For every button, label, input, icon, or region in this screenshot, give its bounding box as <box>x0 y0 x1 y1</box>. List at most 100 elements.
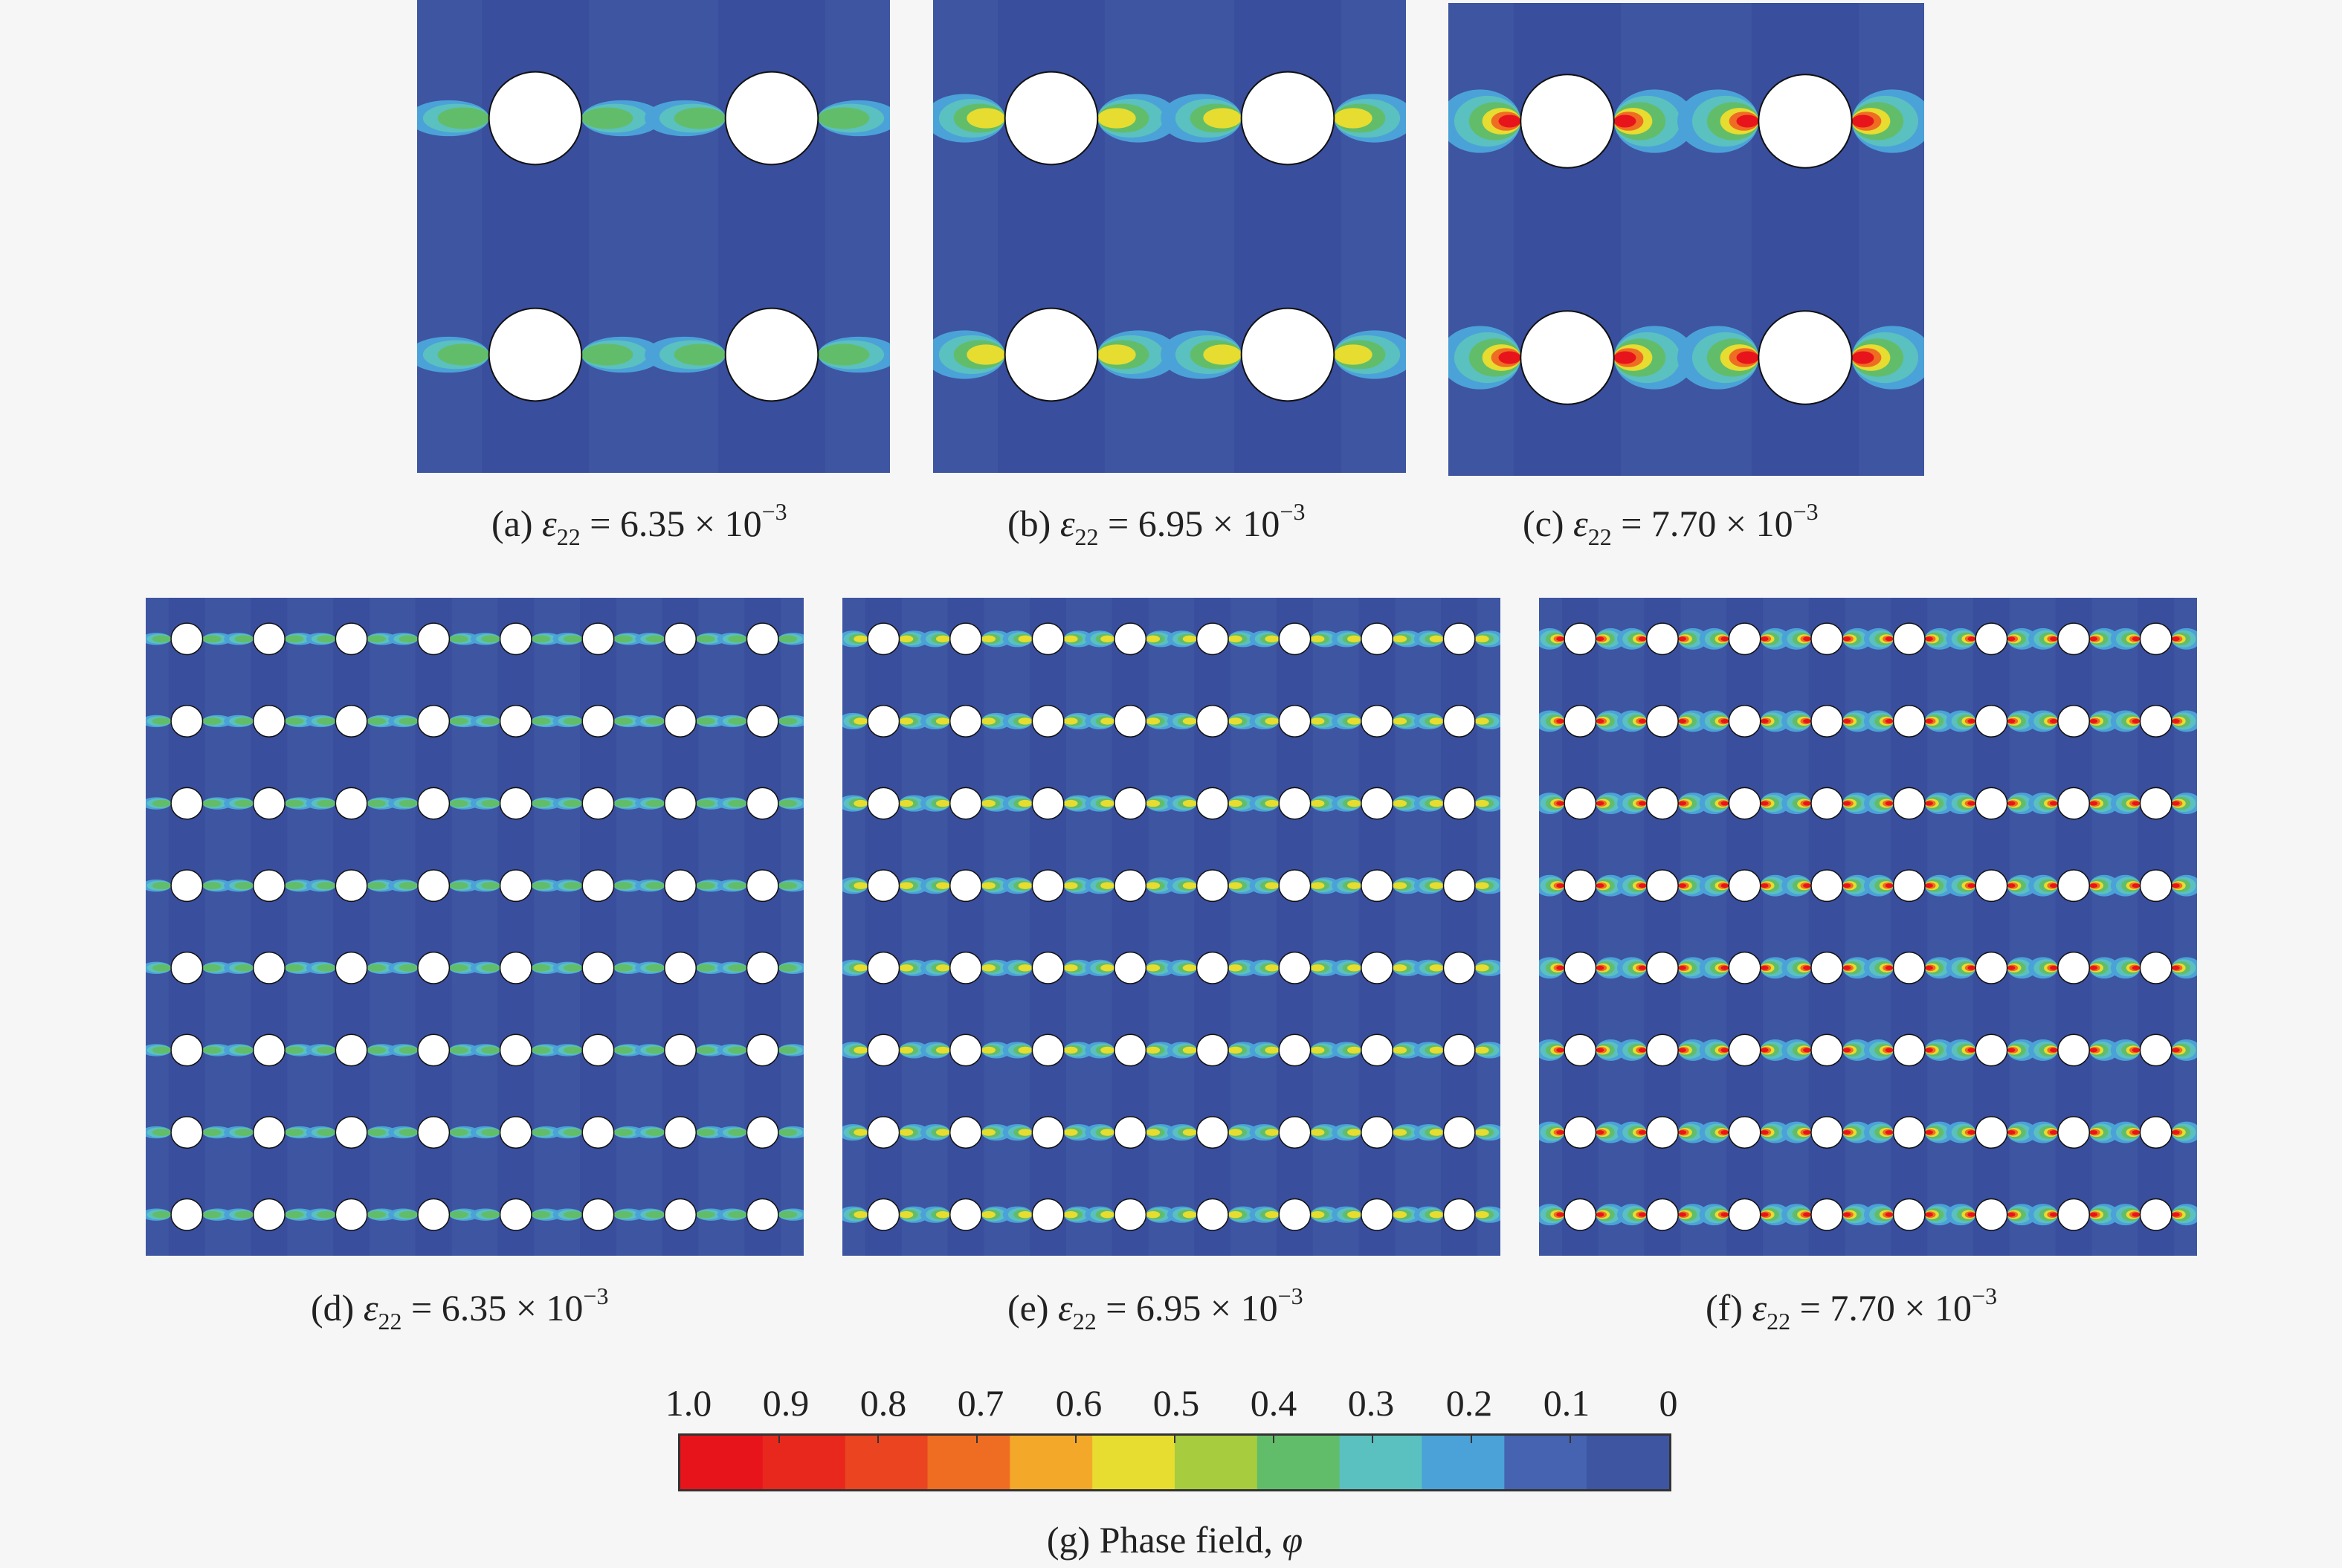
damage-contour <box>935 799 950 807</box>
hole <box>664 1033 697 1067</box>
damage-contour <box>1596 883 1604 888</box>
hole <box>170 1116 204 1149</box>
damage-contour <box>317 1129 336 1137</box>
hole <box>1892 704 1926 738</box>
damage-contour <box>1803 1130 1811 1135</box>
hole <box>1728 869 1761 903</box>
damage-contour <box>2171 1048 2180 1053</box>
hole <box>1196 704 1229 738</box>
caption-f-strain-exp: −3 <box>1972 1283 1998 1309</box>
hole <box>581 1116 615 1149</box>
damage-contour <box>285 1046 304 1054</box>
colorbar-swatch <box>1422 1436 1506 1489</box>
damage-contour <box>1967 883 1976 888</box>
damage-contour <box>399 964 418 972</box>
damage-contour <box>202 1210 222 1219</box>
hole <box>1031 869 1065 903</box>
hole <box>1278 1116 1312 1149</box>
damage-contour <box>899 964 914 972</box>
hole <box>867 1116 900 1149</box>
ligament-band <box>744 598 781 1256</box>
hole <box>1728 622 1761 656</box>
damage-contour <box>645 1046 665 1054</box>
damage-contour <box>899 1129 914 1136</box>
damage-contour <box>1925 801 1933 806</box>
damage-contour <box>581 343 633 366</box>
damage-contour <box>1100 1211 1114 1219</box>
damage-contour <box>645 1129 665 1137</box>
damage-contour <box>2171 1212 2180 1217</box>
ligament-band <box>1973 598 2010 1256</box>
caption-d-label: (d) <box>311 1287 355 1329</box>
damage-contour <box>1556 719 1565 723</box>
damage-contour <box>1760 965 1769 970</box>
damage-contour <box>399 1210 418 1219</box>
damage-contour <box>981 635 996 642</box>
caption-e-strain-exp: −3 <box>1277 1283 1303 1309</box>
hole <box>252 1116 286 1149</box>
panel-e-contour <box>842 598 1500 1256</box>
damage-contour <box>1885 965 1894 970</box>
damage-contour <box>935 1046 950 1054</box>
damage-contour <box>1228 635 1242 642</box>
hole <box>2057 622 2091 656</box>
hole <box>1278 787 1312 820</box>
damage-contour <box>696 717 715 725</box>
hole <box>1114 1198 1147 1231</box>
hole <box>170 869 204 903</box>
damage-contour <box>449 1046 468 1054</box>
hole <box>2139 704 2172 738</box>
hole <box>1975 622 2008 656</box>
hole <box>1240 307 1335 402</box>
damage-contour <box>1393 964 1407 972</box>
damage-contour <box>1638 1212 1647 1217</box>
hole <box>949 704 982 738</box>
damage-contour <box>854 882 868 889</box>
damage-contour <box>1393 882 1407 889</box>
ligament-band <box>1561 598 1599 1256</box>
panel-background <box>842 598 1500 1256</box>
damage-contour <box>449 717 468 725</box>
damage-contour <box>1967 1048 1976 1053</box>
damage-contour <box>2007 1048 2016 1053</box>
ligament-band <box>1358 598 1396 1256</box>
panel-e-plot <box>842 598 1500 1256</box>
hole <box>1728 1116 1761 1149</box>
damage-contour <box>532 1210 551 1219</box>
hole <box>1728 951 1761 984</box>
hole <box>949 1033 982 1067</box>
hole <box>1564 1116 1597 1149</box>
damage-contour <box>1678 636 1686 642</box>
damage-contour <box>899 1211 914 1219</box>
damage-contour <box>1678 1212 1686 1217</box>
ligament-band <box>1808 598 1845 1256</box>
damage-contour <box>367 635 387 643</box>
hole <box>499 869 532 903</box>
damage-contour <box>2050 1130 2058 1135</box>
hole <box>1892 787 1926 820</box>
damage-contour <box>1146 1129 1161 1136</box>
hole <box>581 787 615 820</box>
damage-contour <box>367 964 387 972</box>
damage-contour <box>696 1210 715 1219</box>
damage-contour <box>2132 1212 2141 1217</box>
damage-contour <box>981 1046 996 1054</box>
damage-contour <box>818 343 870 366</box>
damage-contour <box>1474 882 1489 889</box>
hole <box>1361 869 1394 903</box>
damage-contour <box>1556 883 1565 888</box>
damage-contour <box>613 717 633 725</box>
caption-f-strain-symbol: ε <box>1752 1287 1767 1329</box>
caption-d-strain-sub: 22 <box>378 1308 402 1335</box>
damage-contour <box>1842 801 1851 806</box>
caption-a-strain-symbol: ε <box>542 503 557 544</box>
ligament-band <box>662 598 699 1256</box>
damage-contour <box>935 717 950 725</box>
ligament-band <box>1234 0 1341 473</box>
hole <box>1645 951 1679 984</box>
hole <box>581 869 615 903</box>
hole <box>1975 1198 2008 1231</box>
caption-e-strain-value: = 6.95 × 10 <box>1106 1287 1278 1329</box>
hole <box>2139 1033 2172 1067</box>
damage-contour <box>1393 717 1407 725</box>
